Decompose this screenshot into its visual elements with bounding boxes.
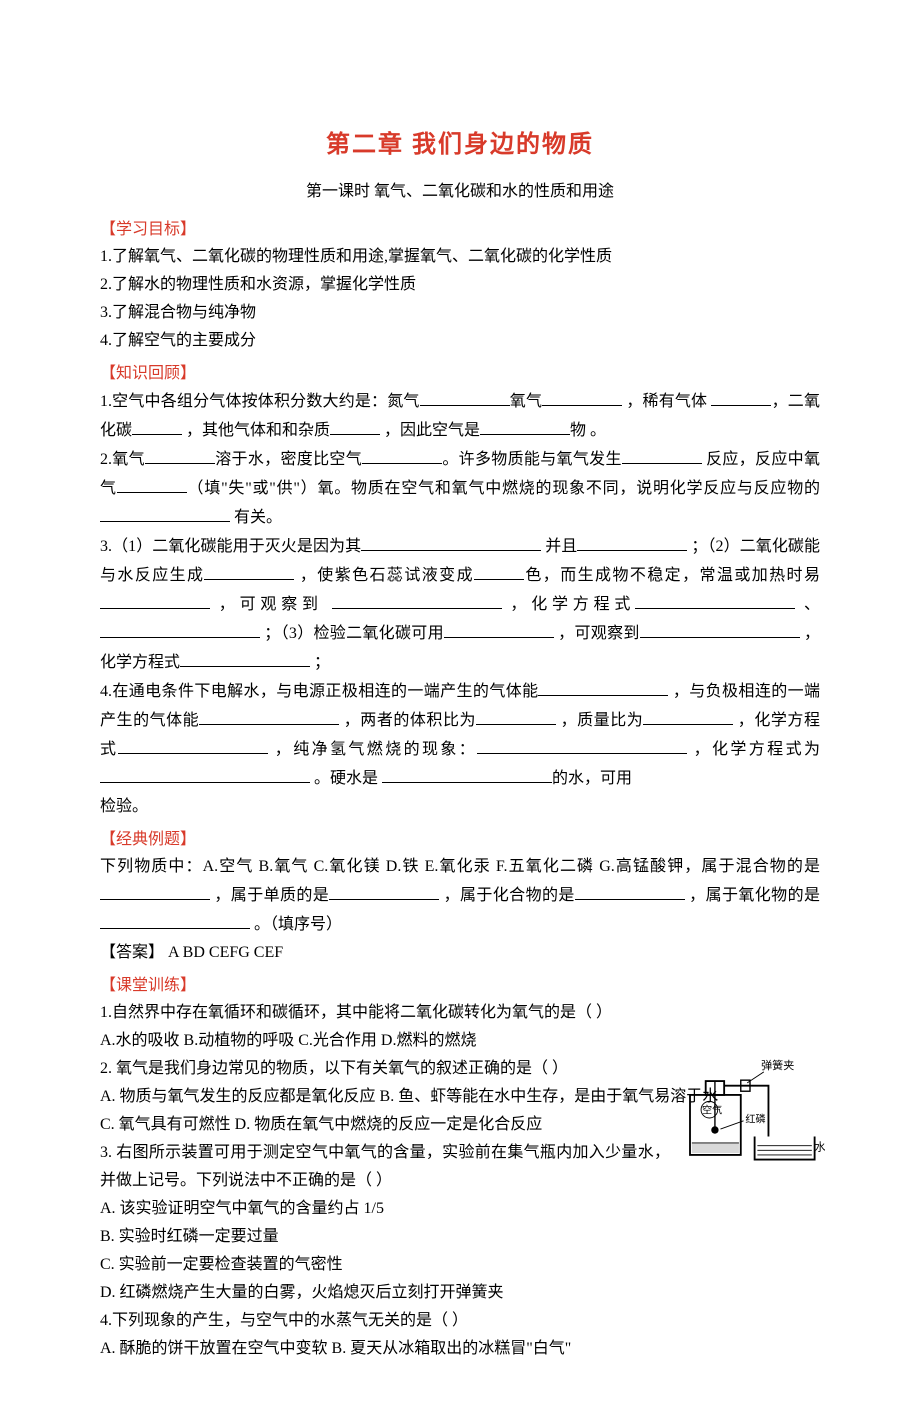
text: 溶于水，密度比空气 bbox=[215, 451, 362, 468]
text: ，属于单质的是 bbox=[210, 887, 329, 904]
text: 。硬水是 bbox=[310, 770, 382, 787]
blank[interactable] bbox=[477, 735, 687, 754]
text: ，化学方程式为 bbox=[687, 741, 820, 758]
chapter-title: 第二章 我们身边的物质 bbox=[100, 124, 820, 159]
review-heading: 【知识回顾】 bbox=[100, 359, 820, 383]
question-4: 4.下列现象的产生，与空气中的水蒸气无关的是（ ） bbox=[100, 1307, 820, 1335]
blank[interactable] bbox=[132, 416, 182, 435]
blank[interactable] bbox=[332, 590, 502, 609]
blank[interactable] bbox=[100, 503, 230, 522]
label-spring-clip: 弹簧夹 bbox=[761, 1058, 794, 1072]
apparatus-diagram: 弹簧夹 空气 红磷 水 bbox=[675, 1058, 825, 1178]
text: ，稀有气体 bbox=[622, 393, 711, 410]
text: ，纯净氢气燃烧的现象： bbox=[268, 741, 477, 758]
blank[interactable] bbox=[444, 619, 554, 638]
text: 1.空气中各组分气体按体积分数大约是：氮气 bbox=[100, 393, 420, 410]
blank[interactable] bbox=[474, 561, 524, 580]
blank[interactable] bbox=[476, 706, 556, 725]
text: 有关。 bbox=[230, 509, 282, 526]
text: ，因此空气是 bbox=[380, 422, 480, 439]
training-heading: 【课堂训练】 bbox=[100, 971, 820, 995]
objective-item: 4.了解空气的主要成分 bbox=[100, 327, 820, 355]
text: 并且 bbox=[541, 538, 577, 555]
review-item-2: 2.氧气溶于水，密度比空气。许多物质能与氧气发生 反应，反应中氧气（填"失"或"… bbox=[100, 445, 820, 532]
review-item-4: 4.在通电条件下电解水，与电源正极相连的一端产生的气体能 ，与负极相连的一端产生… bbox=[100, 677, 820, 793]
example-body: 下列物质中：A.空气 B.氧气 C.氧化镁 D.铁 E.氧化汞 F.五氧化二磷 … bbox=[100, 853, 820, 939]
text: 、 bbox=[795, 596, 820, 613]
text: ；（3）检验二氧化碳可用 bbox=[260, 625, 444, 642]
objective-item: 3.了解混合物与纯净物 bbox=[100, 299, 820, 327]
blank[interactable] bbox=[100, 881, 210, 900]
objectives-heading: 【学习目标】 bbox=[100, 215, 820, 239]
blank[interactable] bbox=[118, 735, 268, 754]
text: 4.在通电条件下电解水，与电源正极相连的一端产生的气体能 bbox=[100, 683, 538, 700]
label-water: 水 bbox=[815, 1140, 825, 1153]
blank[interactable] bbox=[100, 764, 310, 783]
example-answer: 【答案】 A BD CEFG CEF bbox=[100, 939, 820, 967]
text: ，使紫色石蕊试液变成 bbox=[294, 567, 474, 584]
text: ，其他气体和和杂质 bbox=[182, 422, 330, 439]
text: 2.氧气 bbox=[100, 451, 145, 468]
blank[interactable] bbox=[100, 619, 260, 638]
blank[interactable] bbox=[643, 706, 733, 725]
document-page: 第二章 我们身边的物质 第一课时 氧气、二氧化碳和水的性质和用途 【学习目标】 … bbox=[0, 0, 920, 1423]
lesson-title: 第一课时 氧气、二氧化碳和水的性质和用途 bbox=[100, 177, 820, 201]
objective-item: 1.了解氧气、二氧化碳的物理性质和用途,掌握氧气、二氧化碳的化学性质 bbox=[100, 243, 820, 271]
text: （填"失"或"供"）氧。物质在空气和氧气中燃烧的现象不同，说明化学反应与反应物的 bbox=[187, 480, 820, 497]
text: 色，而生成物不稳定，常温或加热时易 bbox=[524, 567, 820, 584]
blank[interactable] bbox=[145, 445, 215, 464]
text: 的水，可用 bbox=[552, 770, 632, 787]
example-heading: 【经典例题】 bbox=[100, 825, 820, 849]
text: ，可观察到 bbox=[210, 596, 332, 613]
text: ，质量比为 bbox=[556, 712, 643, 729]
text: 。（填序号） bbox=[250, 916, 342, 933]
blank[interactable] bbox=[361, 532, 541, 551]
text: ； bbox=[310, 654, 330, 671]
question-1: 1.自然界中存在氧循环和碳循环，其中能将二氧化碳转化为氧气的是（ ） bbox=[100, 999, 820, 1027]
blank[interactable] bbox=[330, 416, 380, 435]
blank[interactable] bbox=[575, 881, 685, 900]
blank[interactable] bbox=[711, 387, 771, 406]
blank[interactable] bbox=[362, 445, 442, 464]
text: 3.（1）二氧化碳能用于灭火是因为其 bbox=[100, 538, 361, 555]
blank[interactable] bbox=[382, 764, 552, 783]
question-1-options: A.水的吸收 B.动植物的呼吸 C.光合作用 D.燃料的燃烧 bbox=[100, 1027, 820, 1055]
blank[interactable] bbox=[538, 677, 668, 696]
text: ，化学方程式 bbox=[502, 596, 636, 613]
text: ，属于氧化物的是 bbox=[685, 887, 820, 904]
review-item-1: 1.空气中各组分气体按体积分数大约是：氮气氧气 ，稀有气体 ，二氧化碳 ，其他气… bbox=[100, 387, 820, 445]
blank[interactable] bbox=[635, 590, 795, 609]
blank[interactable] bbox=[542, 387, 622, 406]
blank[interactable] bbox=[180, 648, 310, 667]
blank[interactable] bbox=[420, 387, 510, 406]
text: ，两者的体积比为 bbox=[339, 712, 476, 729]
text: 下列物质中：A.空气 B.氧气 C.氧化镁 D.铁 E.氧化汞 F.五氧化二磷 … bbox=[100, 858, 820, 875]
label-air: 空气 bbox=[702, 1103, 722, 1116]
question-3-option: B. 实验时红磷一定要过量 bbox=[100, 1223, 820, 1251]
review-item-3: 3.（1）二氧化碳能用于灭火是因为其 并且 ；（2）二氧化碳能与水反应生成 ，使… bbox=[100, 532, 820, 677]
text: 氧气 bbox=[510, 393, 543, 410]
blank[interactable] bbox=[622, 445, 702, 464]
question-4-line: A. 酥脆的饼干放置在空气中变软 B. 夏天从冰箱取出的冰糕冒"白气" bbox=[100, 1335, 820, 1363]
text: ，可观察到 bbox=[554, 625, 640, 642]
blank[interactable] bbox=[640, 619, 800, 638]
blank[interactable] bbox=[480, 416, 570, 435]
blank[interactable] bbox=[329, 881, 439, 900]
objective-item: 2.了解水的物理性质和水资源，掌握化学性质 bbox=[100, 271, 820, 299]
text: 。许多物质能与氧气发生 bbox=[442, 451, 622, 468]
blank[interactable] bbox=[100, 590, 210, 609]
question-3-option: D. 红磷燃烧产生大量的白雾，火焰熄灭后立刻打开弹簧夹 bbox=[100, 1279, 820, 1307]
review-item-4-end: 检验。 bbox=[100, 793, 820, 821]
blank[interactable] bbox=[117, 474, 187, 493]
blank[interactable] bbox=[577, 532, 687, 551]
question-3-option: A. 该实验证明空气中氧气的含量约占 1/5 bbox=[100, 1195, 820, 1223]
text: ，属于化合物的是 bbox=[439, 887, 575, 904]
question-3-option: C. 实验前一定要检查装置的气密性 bbox=[100, 1251, 820, 1279]
blank[interactable] bbox=[100, 910, 250, 929]
text: 物 。 bbox=[570, 422, 606, 439]
label-red-p: 红磷 bbox=[745, 1113, 765, 1126]
blank[interactable] bbox=[204, 561, 294, 580]
blank[interactable] bbox=[199, 706, 339, 725]
